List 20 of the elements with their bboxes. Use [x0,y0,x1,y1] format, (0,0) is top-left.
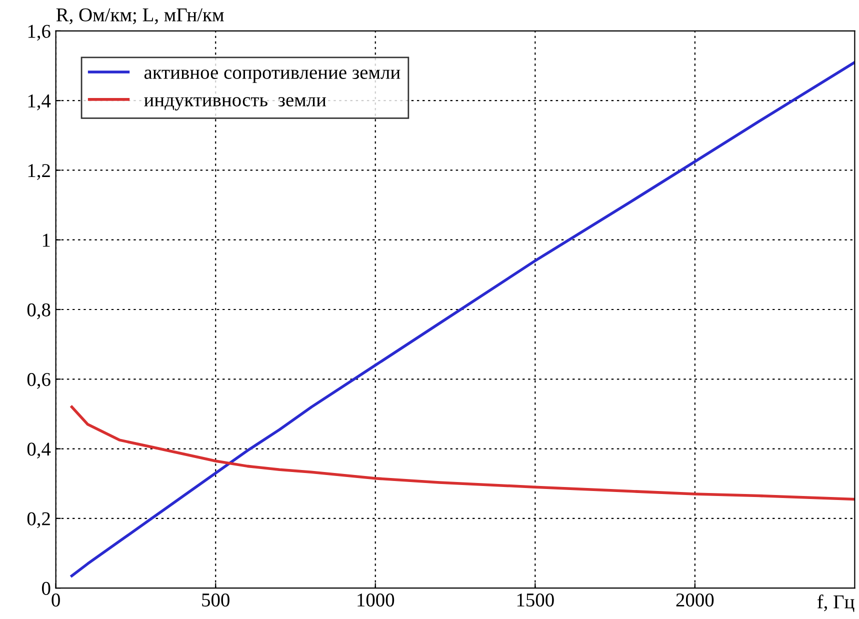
x-tick-label: 500 [202,593,230,607]
y-tick-label: 0,8 [27,303,50,320]
x-axis-title: f, Гц [817,594,854,612]
legend-label: индуктивность земли [144,97,326,110]
y-tick-label: 0,4 [27,442,51,459]
x-tick-label: 1500 [517,593,554,607]
x-tick-label: 0 [52,593,60,607]
x-tick-label: 2000 [676,593,714,607]
y-tick-label: 0,2 [27,512,50,528]
y-tick-label: 1,2 [28,164,50,180]
y-tick-label: 1 [42,234,50,247]
y-tick-label: 0 [42,582,50,595]
y-tick-label: 0,6 [27,372,50,389]
y-axis-title: R, Ом/км; L, мГн/км [56,8,224,24]
line-series [70,406,855,501]
line-series [70,60,855,578]
y-tick-label: 1,6 [28,24,50,41]
legend-label: активное сопротивление земли [144,70,400,83]
y-tick-label: 1,4 [28,94,51,110]
x-tick-label: 1000 [358,593,394,607]
